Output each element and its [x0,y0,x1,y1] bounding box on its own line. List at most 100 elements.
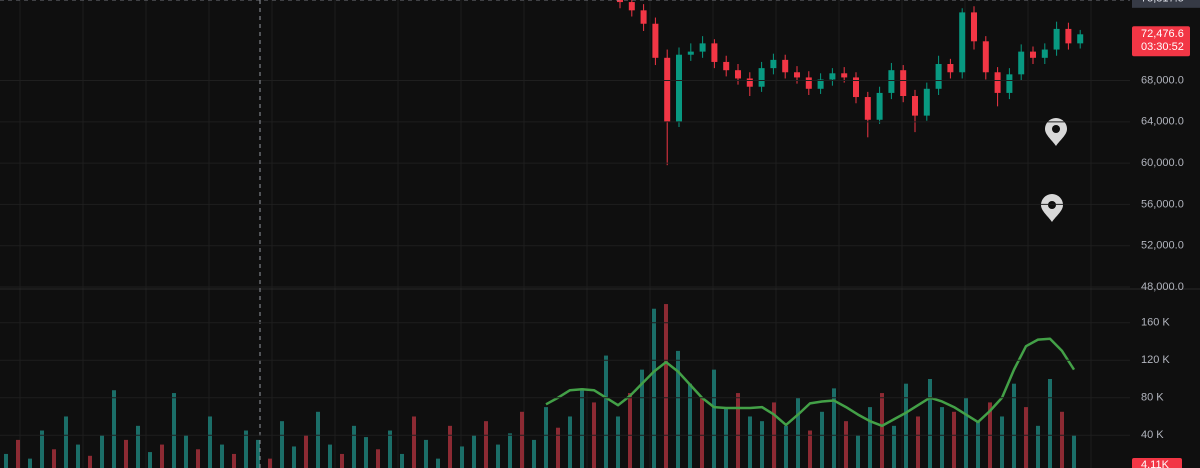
candle-body [1006,74,1013,93]
y-tick-label: 160 K [1141,317,1170,329]
volume-bar [832,388,836,468]
volume-bar [256,439,260,468]
volume-bar [760,421,764,468]
volume-bar [844,421,848,468]
volume-bar [1012,383,1016,468]
volume-bar [580,388,584,468]
volume-bar [964,397,968,468]
volume-bar [724,407,728,468]
volume-bar [40,430,44,468]
volume-bar [712,369,716,468]
candle-body [947,64,954,73]
candle-body [1030,51,1036,58]
volume-pane [4,304,1076,468]
candle-body [841,73,848,78]
last-price-label: 72,476.6 [1141,28,1184,40]
y-tick-label: 64,000.0 [1141,116,1184,128]
volume-bar [652,308,656,468]
volume-bar [136,425,140,468]
volume-bar [484,421,488,468]
candle-body [652,23,659,58]
volume-bar [568,416,572,468]
volume-bar [352,425,356,468]
candle-body [617,0,623,3]
volume-bar [820,411,824,468]
candle-body [676,54,682,122]
volume-bar [268,458,272,468]
candle-body [1018,51,1025,75]
candle-body [817,79,824,89]
volume-bar [976,421,980,468]
volume-bar [412,416,416,468]
candle-body [971,12,977,42]
volume-bar [676,350,680,468]
current-volume-label: 4.11K [1141,459,1170,468]
y-tick-label: 48,000.0 [1141,281,1184,293]
volume-bar [904,383,908,468]
volume-bar [880,393,884,468]
volume-bar [688,383,692,468]
volume-bar [364,437,368,468]
volume-bar [448,425,452,468]
candle-body [640,10,647,24]
volume-bar [556,427,560,468]
volume-bar [400,453,404,468]
volume-moving-average [545,337,1076,428]
volume-bar [628,393,632,468]
candle-body [711,43,718,62]
last-price-box [1132,26,1190,57]
candle-body [864,97,871,120]
volume-bar [124,439,128,468]
candle-body [994,72,1001,93]
candle-body [794,72,800,78]
volume-bar [1048,379,1052,468]
volume-bar [112,390,116,468]
volume-bar [1000,416,1004,468]
volume-bar [184,435,188,468]
candle-body [758,68,765,87]
candle-body [982,41,989,73]
volume-bar [388,430,392,468]
volume-bar [928,379,932,468]
volume-bar [232,453,236,468]
volume-bar [640,369,644,468]
volume-bar [736,393,740,468]
volume-bar [508,433,512,468]
volume-bar [1060,411,1064,468]
candle-body [1065,28,1072,44]
marker-pin[interactable] [1041,194,1063,222]
volume-bar [16,439,20,468]
volume-bar [544,407,548,468]
volume-bar [328,444,332,468]
candle-body [959,12,966,73]
volume-bar [292,446,296,468]
volume-bar [52,449,56,468]
volume-bar [496,444,500,468]
volume-bar [76,444,80,468]
volume-bar [64,416,68,468]
crosshair-label: 75,817.5 [1141,0,1184,5]
candle-body [876,92,883,120]
volume-bar [28,458,32,468]
volume-bar [748,416,752,468]
volume-bar [220,444,224,468]
current-volume-box [1132,458,1182,468]
volume-bar [208,416,212,468]
candle-body [628,2,635,11]
price-pane [617,0,1084,166]
candle-body [664,57,671,122]
crosshair-label-box [1132,0,1200,8]
marker-pin[interactable] [1045,118,1067,146]
candle-body [1041,49,1048,58]
volume-bar [784,425,788,468]
volume-bar [280,421,284,468]
volume-bar [376,449,380,468]
candle-body [1077,34,1084,44]
volume-bar [700,397,704,468]
volume-bar [424,439,428,468]
volume-bar [916,416,920,468]
volume-bar [100,435,104,468]
volume-bar [520,411,524,468]
candle-body [770,59,777,69]
